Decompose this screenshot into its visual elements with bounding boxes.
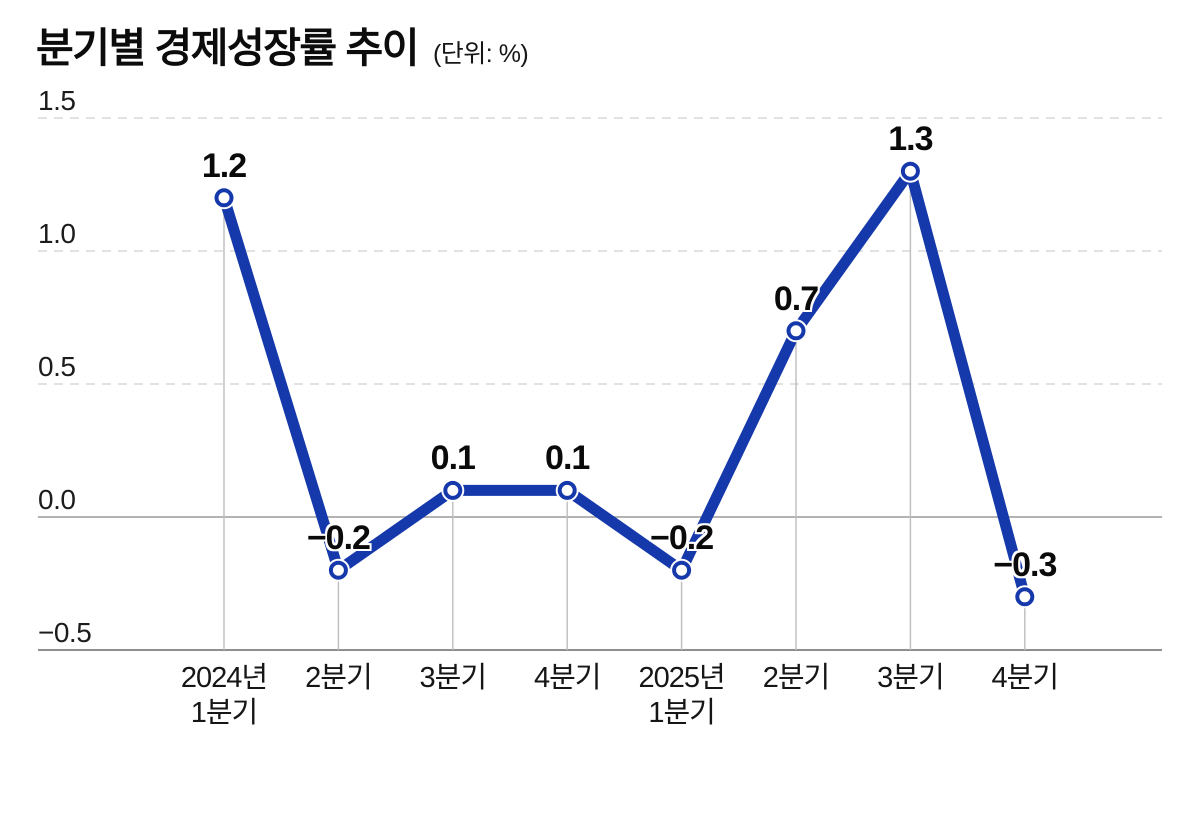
- data-point-label: −0.2: [306, 519, 371, 558]
- data-point-marker: [328, 560, 348, 580]
- y-axis-tick-label: 0.5: [38, 351, 76, 382]
- data-point-label: 0.1: [430, 439, 476, 478]
- x-axis-tick-label: 4분기: [991, 662, 1059, 694]
- y-axis-tick-label: 1.0: [38, 218, 76, 249]
- data-point-label: 0.7: [773, 279, 819, 318]
- y-axis-tick-label: 0.0: [38, 484, 76, 515]
- x-axis-tick-label: 3분기: [877, 662, 944, 694]
- x-axis-tick-label: 3분기: [419, 662, 487, 694]
- x-axis-tick-label: 2분기: [762, 662, 830, 694]
- data-point-marker: [672, 560, 692, 580]
- data-point-label: 1.2: [201, 146, 247, 185]
- data-point-marker: [557, 480, 577, 500]
- x-axis-tick-label: 4분기: [533, 662, 601, 694]
- chart-header: 분기별 경제성장률 추이 (단위: %): [36, 14, 529, 74]
- data-point-marker: [786, 321, 806, 341]
- y-axis-tick-label: −0.5: [38, 617, 92, 648]
- x-axis-tick-label: 2분기: [305, 662, 372, 694]
- chart-unit-label: (단위: %): [432, 40, 529, 68]
- data-point-marker: [214, 188, 234, 208]
- data-point-label: −0.2: [650, 519, 714, 558]
- y-axis-tick-label: 1.5: [38, 85, 76, 116]
- data-point-marker: [443, 480, 463, 500]
- growth-line: [218, 165, 1031, 603]
- data-point-label: −0.3: [993, 545, 1057, 584]
- data-point-marker: [1015, 587, 1035, 607]
- data-point-label: 0.1: [545, 439, 590, 478]
- x-axis-tick-label: 2024년 1분기: [180, 662, 268, 730]
- data-point-marker: [900, 161, 920, 181]
- x-axis-tick-label: 2025년 1분기: [638, 662, 725, 730]
- data-point-label: 1.3: [888, 120, 933, 159]
- chart-title: 분기별 경제성장률 추이: [36, 25, 419, 71]
